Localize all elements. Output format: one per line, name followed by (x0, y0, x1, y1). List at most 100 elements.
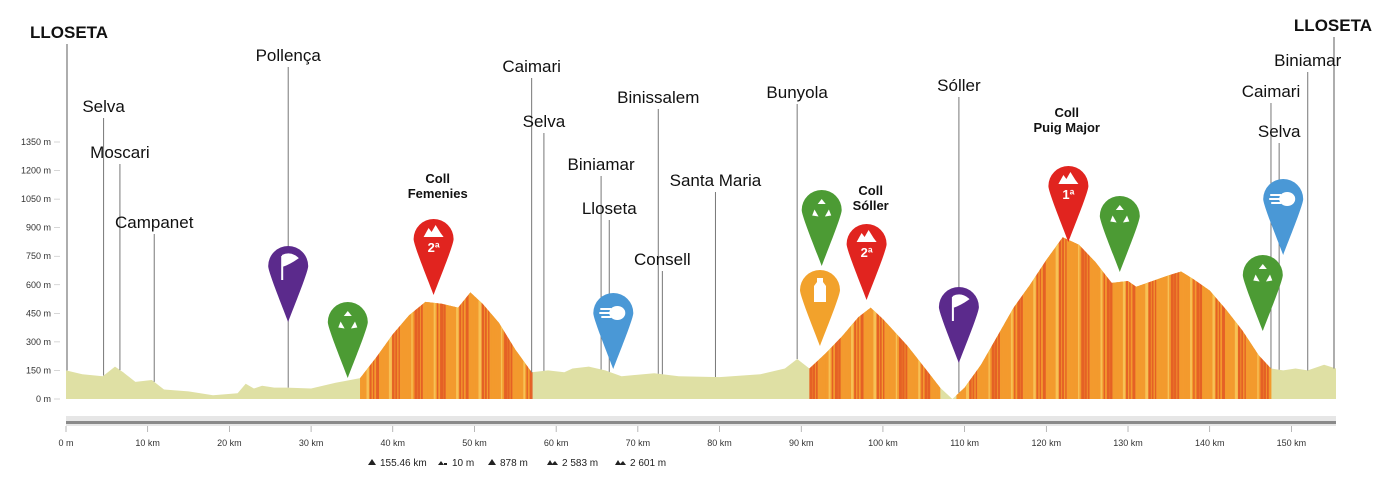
climb-stripe (1100, 237, 1103, 399)
climb-stripe (1151, 237, 1154, 399)
x-tick-label: 100 km (868, 438, 898, 448)
min-altitude-icon (438, 461, 447, 465)
marker-feed (800, 270, 840, 346)
climb-stripe (1103, 237, 1106, 399)
climb-stripe (1049, 237, 1052, 399)
climb-stripe (523, 237, 526, 399)
recycle-icon (812, 199, 832, 217)
markers-group: 2ª 2ª 1ª (268, 166, 1304, 378)
climb-stripe (860, 237, 864, 399)
climb-stripe (902, 237, 905, 399)
bottle-icon (814, 278, 826, 302)
climb-stripe (491, 237, 495, 399)
climb-stripe (449, 237, 452, 399)
mountain-icon (1058, 172, 1079, 184)
y-tick-label: 1050 m (21, 194, 51, 204)
climb-stripe (1231, 237, 1234, 399)
x-tick-label: 110 km (950, 438, 979, 448)
climb-stripe (398, 237, 400, 399)
max-altitude-icon (488, 459, 496, 465)
climb-stripe (1170, 237, 1174, 399)
climb-stripe (372, 237, 375, 399)
climb-stripe (1167, 237, 1170, 399)
climb-stripe (1097, 237, 1100, 399)
x-tick-label: 90 km (789, 438, 814, 448)
map-pin-icon (846, 224, 887, 300)
climb-label-line1: Coll (858, 183, 883, 198)
climb-stripe (440, 237, 443, 399)
x-axis-bar (66, 421, 1336, 424)
y-tick-label: 1200 m (21, 166, 51, 176)
map-pin-icon (800, 270, 840, 346)
x-tick-label: 60 km (544, 438, 569, 448)
climb-stripe (812, 237, 816, 399)
climb-stripe (1071, 237, 1075, 399)
place-label: Selva (523, 112, 566, 131)
climb-stripe (494, 237, 497, 399)
map-pin-icon (1263, 179, 1304, 255)
climb-stripe (1161, 237, 1164, 399)
map-pin-icon (268, 246, 309, 322)
climb-stripe (1055, 237, 1059, 399)
climb-stripe (417, 237, 421, 399)
climb-stripe (1074, 237, 1077, 399)
climb-stripe (1238, 237, 1241, 399)
x-tick-label: 150 km (1277, 438, 1307, 448)
climb-stripe (835, 237, 838, 399)
comet-icon (599, 306, 626, 320)
climb-stripe (1042, 237, 1046, 399)
y-axis-group: 0 m 150 m 300 m 450 m 600 m 750 m 900 m 1050 m 1… (21, 137, 60, 404)
climb-stripe (1218, 237, 1221, 399)
climb-stripe (1145, 237, 1149, 399)
climb-stripe (452, 237, 456, 399)
flag-icon (951, 294, 970, 321)
climb-stripe (1174, 237, 1177, 399)
climb-stripe (991, 237, 995, 399)
marker-category-label: 2ª (861, 245, 873, 260)
climb-stripe (1090, 237, 1093, 399)
place-label: Moscari (90, 143, 150, 162)
x-tick-label: 30 km (299, 438, 324, 448)
climb-stripe (889, 237, 892, 399)
y-tick-label: 450 m (26, 308, 51, 318)
climb-stripe (529, 237, 533, 399)
climb-stripe (1186, 237, 1190, 399)
climb-stripe (1078, 237, 1080, 399)
climb-stripe (395, 237, 398, 399)
y-tick-label: 600 m (26, 280, 51, 290)
climb-stripe (1193, 237, 1195, 399)
climb-stripe (1065, 237, 1067, 399)
climb-stripe (1039, 237, 1042, 399)
endpoint-label: LLOSETA (1294, 16, 1372, 35)
climb-stripe (1209, 237, 1213, 399)
climb-stripe (1206, 237, 1208, 399)
climb-stripe (379, 237, 382, 399)
climb-stripe (895, 237, 898, 399)
place-labels-group: LLOSETA Selva Moscari Campanet Pollença Caima… (30, 16, 1372, 269)
marker-speed (1263, 179, 1304, 255)
climb-stripe (472, 237, 474, 399)
recycle-icon (1110, 205, 1130, 223)
x-tick-label: 50 km (462, 438, 487, 448)
climb-stripe (1199, 237, 1203, 399)
climb-stripe (879, 237, 882, 399)
climb-stripe (414, 237, 418, 399)
x-tick-label: 140 km (1195, 438, 1225, 448)
climb-stripe (934, 237, 936, 399)
climb-stripe (831, 237, 834, 399)
climb-stripe (841, 237, 844, 399)
climb-stripe (459, 237, 462, 399)
climb-stripe (369, 237, 372, 399)
climb-stripe (1266, 237, 1269, 399)
climb-stripe (1017, 237, 1021, 399)
climb-stripe (392, 237, 395, 399)
climb-stripe (870, 237, 872, 399)
climb-stripe (918, 237, 921, 399)
climb-stripe (1052, 237, 1054, 399)
climb-stripe (1113, 237, 1116, 399)
climb-stripe (873, 237, 877, 399)
climb-stripe (1257, 237, 1259, 399)
climb-stripe (998, 237, 1000, 399)
climb-stripe (526, 237, 528, 399)
